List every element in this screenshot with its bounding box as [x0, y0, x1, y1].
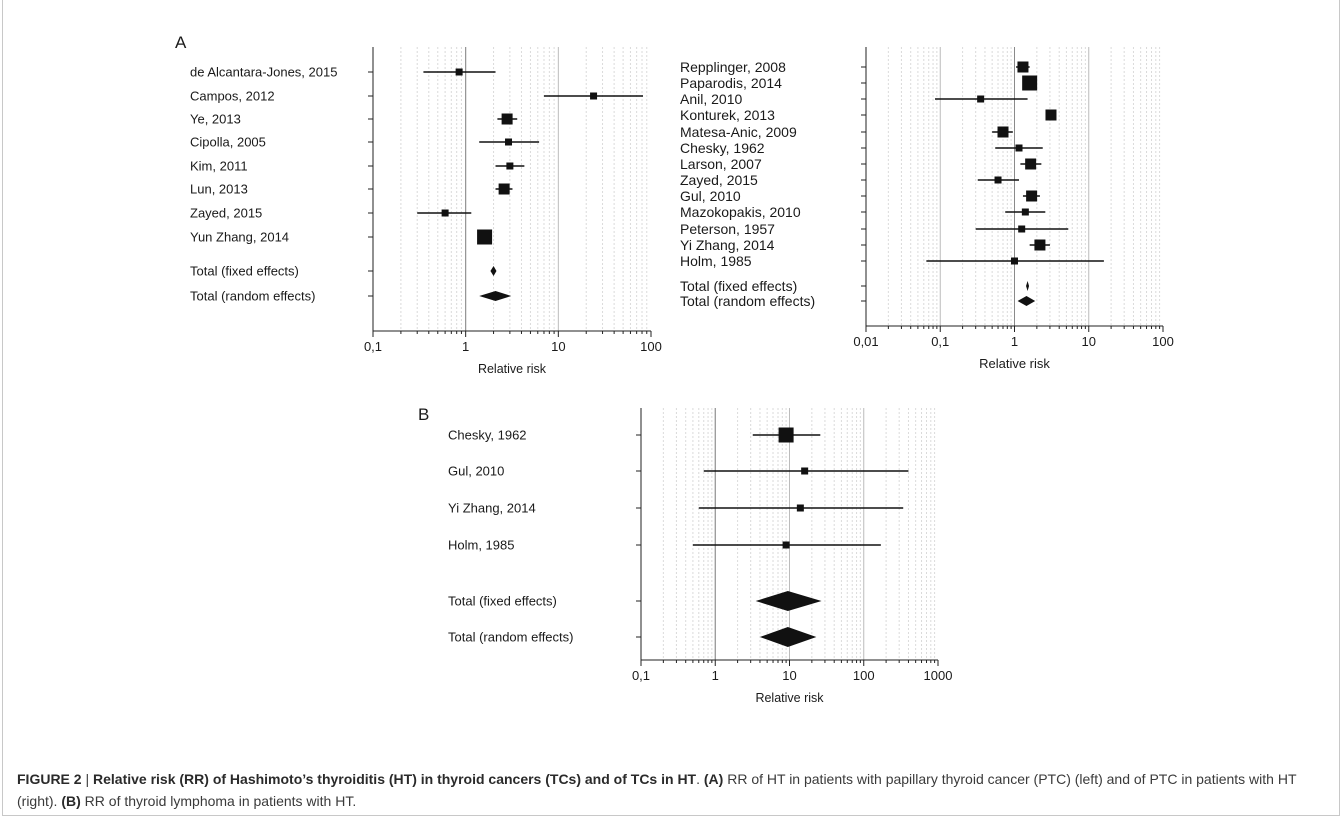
panel-label-a: A: [175, 33, 187, 52]
b-pooled-diamond: [755, 591, 822, 611]
a-right-pooled-label: Total (fixed effects): [680, 278, 797, 294]
a-right-x-tick-label: 1: [1011, 334, 1018, 349]
a-right-x-axis-label: Relative risk: [979, 356, 1050, 371]
a-right-x-tick-label: 10: [1082, 334, 1096, 349]
a-right-effect-square: [1022, 75, 1038, 91]
b-effect-square: [778, 427, 794, 443]
a-right-study-label: Repplinger, 2008: [680, 59, 786, 75]
a-left-study-label: Yun Zhang, 2014: [190, 230, 289, 245]
a-right-pooled-label: Total (random effects): [680, 293, 815, 309]
a-right-study-label: Gul, 2010: [680, 188, 741, 204]
a-right-effect-square: [1045, 109, 1057, 121]
a-left-study-label: Cipolla, 2005: [190, 135, 266, 150]
forest-plot-a-right: 0,01 0,1 1 10 100 Relative risk Repplinger, 20…: [680, 47, 1174, 371]
caption-title: Relative risk (RR) of Hashimoto’s thyroi…: [93, 771, 697, 787]
a-right-pooled-diamond: [1026, 281, 1030, 291]
a-right-effect-square: [1025, 158, 1037, 170]
b-x-tick-label: 1: [712, 668, 719, 683]
a-left-pooled-diamond: [479, 291, 512, 301]
a-right-study-label: Matesa-Anic, 2009: [680, 124, 797, 140]
b-pooled-label: Total (fixed effects): [448, 594, 557, 609]
a-right-study-label: Larson, 2007: [680, 156, 762, 172]
a-left-effect-square: [505, 138, 513, 146]
a-right-study-label: Chesky, 1962: [680, 140, 765, 156]
a-right-x-tick-label: 0,01: [853, 334, 878, 349]
a-right-effect-square: [1015, 144, 1023, 152]
panel-label-b: B: [418, 405, 430, 424]
b-x-tick-label: 10: [782, 668, 796, 683]
caption-ref-a: (A): [703, 771, 724, 787]
a-right-study-label: Paparodis, 2014: [680, 75, 782, 91]
b-study-label: Holm, 1985: [448, 538, 514, 553]
a-right-effect-square: [977, 95, 985, 103]
a-left-effect-square: [498, 183, 510, 195]
a-left-effect-square: [441, 209, 449, 217]
a-left-x-tick-label: 100: [640, 339, 662, 354]
a-left-x-tick-label: 10: [551, 339, 565, 354]
a-right-study-label: Zayed, 2015: [680, 172, 758, 188]
a-right-effect-square: [1034, 239, 1046, 251]
caption-text-2: RR of HT in patients with papillary thyr…: [17, 771, 1297, 809]
a-right-pooled-diamond: [1017, 296, 1036, 306]
a-right-study-label: Konturek, 2013: [680, 107, 775, 123]
b-effect-square: [782, 541, 790, 549]
a-left-effect-square: [501, 113, 513, 125]
a-left-study-label: Ye, 2013: [190, 112, 241, 127]
a-left-pooled-label: Total (random effects): [190, 289, 315, 304]
a-right-effect-square: [1011, 257, 1018, 265]
b-x-tick-label: 100: [853, 668, 875, 683]
forest-plot-b: 0,1 1 10 100 1000 Relative risk Chesky, 1962 Gu…: [448, 408, 953, 705]
a-right-study-label: Yi Zhang, 2014: [680, 237, 775, 253]
a-right-effect-square: [994, 176, 1002, 184]
figure-caption: FIGURE 2 | Relative risk (RR) of Hashimo…: [17, 768, 1327, 812]
b-effect-square: [801, 467, 809, 475]
a-right-effect-square: [997, 126, 1009, 138]
caption-figure-label: FIGURE 2: [17, 771, 82, 787]
a-left-study-label: Lun, 2013: [190, 182, 248, 197]
b-pooled-label: Total (random effects): [448, 630, 573, 645]
caption-text-3: RR of thyroid lymphoma in patients with …: [80, 793, 357, 809]
a-right-study-label: Mazokopakis, 2010: [680, 204, 801, 220]
a-left-effect-square: [477, 229, 493, 245]
a-left-effect-square: [590, 92, 598, 100]
a-left-x-tick-label: 1: [462, 339, 469, 354]
a-left-x-axis-label: Relative risk: [478, 362, 547, 376]
a-left-study-label: Zayed, 2015: [190, 206, 262, 221]
a-right-effect-square: [1021, 208, 1029, 216]
b-study-label: Chesky, 1962: [448, 428, 527, 443]
a-right-x-tick-label: 100: [1152, 334, 1174, 349]
b-x-axis-label: Relative risk: [755, 691, 824, 705]
a-left-pooled-label: Total (fixed effects): [190, 264, 299, 279]
b-study-label: Yi Zhang, 2014: [448, 501, 536, 516]
a-left-x-tick-label: 0,1: [364, 339, 382, 354]
a-left-pooled-diamond: [490, 266, 497, 276]
a-right-effect-square: [1018, 225, 1026, 233]
a-right-study-label: Peterson, 1957: [680, 221, 775, 237]
b-study-label: Gul, 2010: [448, 464, 504, 479]
b-pooled-diamond: [759, 627, 817, 647]
caption-ref-b: (B): [61, 793, 81, 809]
a-left-study-label: Kim, 2011: [190, 159, 248, 174]
a-right-study-label: Holm, 1985: [680, 253, 752, 269]
a-right-effect-square: [1017, 61, 1029, 73]
a-left-study-label: Campos, 2012: [190, 89, 275, 104]
a-left-effect-square: [506, 162, 514, 170]
forest-plot-a-left: 0,1 1 10 100 Relative risk de Alcantara-Jones…: [190, 47, 662, 376]
a-left-study-label: de Alcantara-Jones, 2015: [190, 65, 337, 80]
caption-separator: |: [85, 771, 90, 787]
a-left-effect-square: [455, 68, 463, 76]
a-right-effect-square: [1026, 190, 1038, 202]
b-x-tick-label: 0,1: [632, 668, 650, 683]
caption-text-1: .: [696, 771, 704, 787]
b-effect-square: [796, 504, 804, 512]
a-right-x-tick-label: 0,1: [931, 334, 949, 349]
a-right-study-label: Anil, 2010: [680, 91, 742, 107]
b-x-tick-label: 1000: [924, 668, 953, 683]
